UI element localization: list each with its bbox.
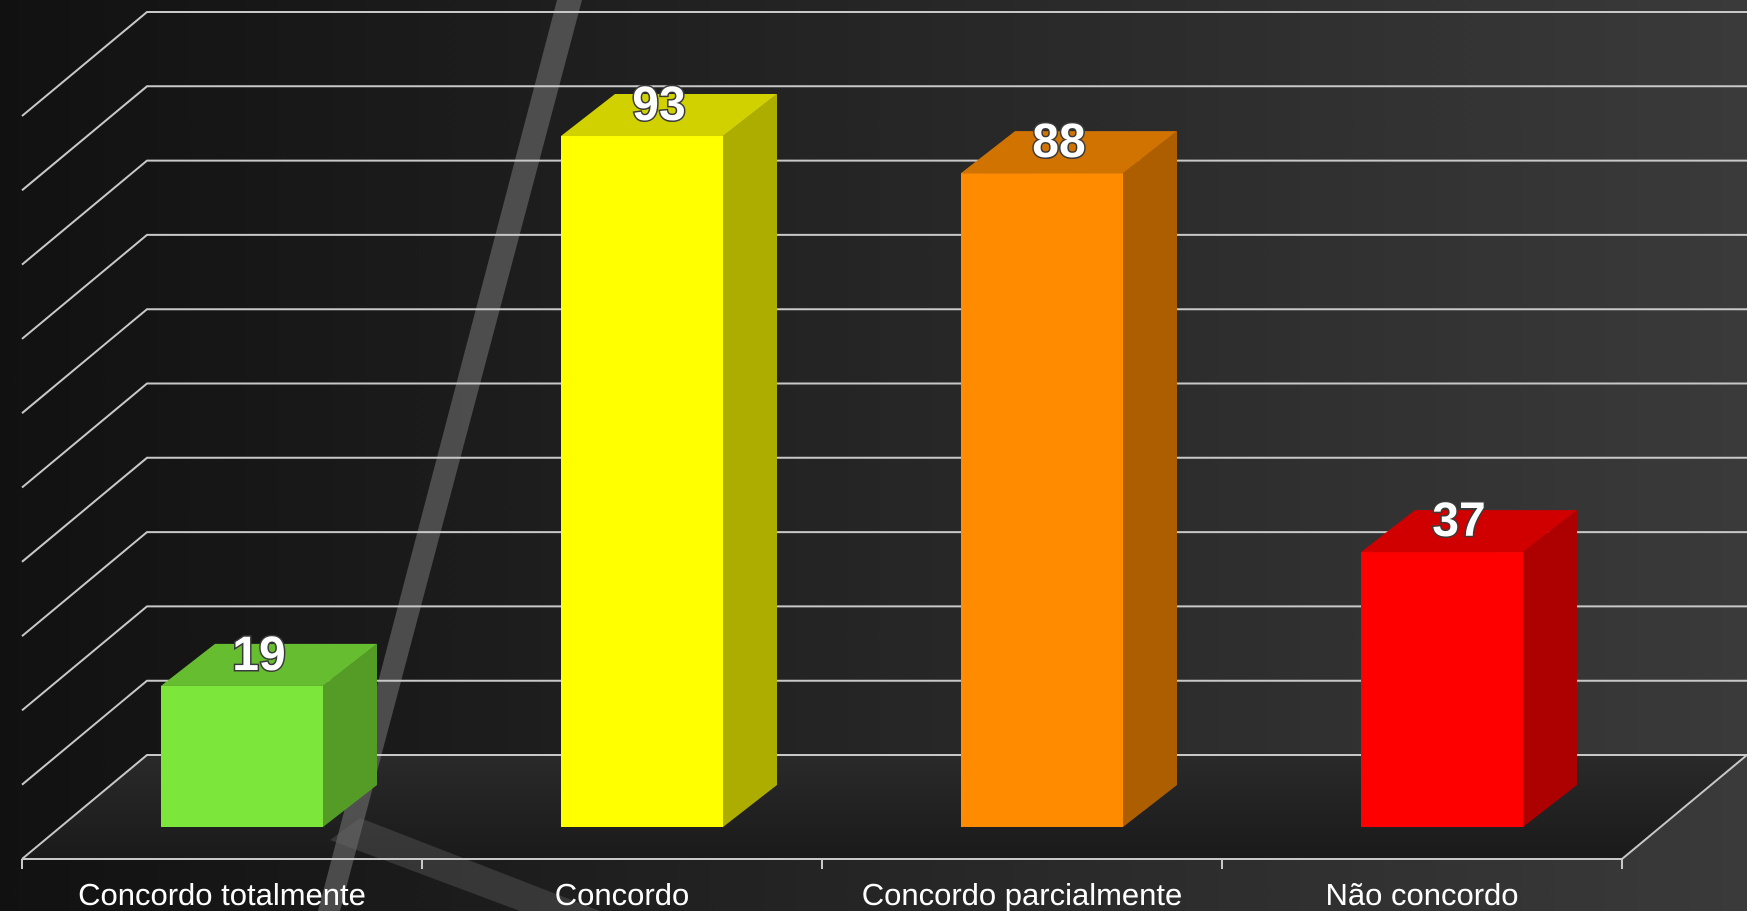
gridline xyxy=(21,308,1747,414)
data-labels: 19 93 88 37 xyxy=(231,77,1487,683)
bar-1 xyxy=(161,643,377,827)
chart-floor xyxy=(22,755,1747,859)
gridline xyxy=(21,754,1747,860)
bar-3 xyxy=(961,131,1177,827)
light-streak-floor xyxy=(330,818,600,911)
bar-front xyxy=(561,136,723,827)
bar-top xyxy=(961,131,1177,174)
x-tick-label: Concordo totalmente xyxy=(78,877,366,911)
x-tick-label: Concordo parcialmente xyxy=(862,877,1183,911)
x-tick-label: Não concordo xyxy=(1325,877,1518,911)
gridline xyxy=(21,382,1747,489)
bar-side xyxy=(323,643,377,827)
bar-4 xyxy=(1361,510,1577,827)
gridline xyxy=(21,679,1747,786)
data-label: 37 xyxy=(1432,494,1485,547)
bar-front xyxy=(961,173,1123,827)
gridline xyxy=(21,456,1747,563)
bar-top xyxy=(561,94,777,137)
data-label: 88 xyxy=(1032,115,1085,168)
gridline xyxy=(21,11,1747,117)
gridline xyxy=(21,531,1747,637)
gridlines xyxy=(21,11,1747,860)
bar-front xyxy=(161,685,323,827)
gridline xyxy=(21,85,1747,192)
floor-edge xyxy=(1621,754,1747,860)
x-tick-labels: Concordo totalmente Concordo Concordo parc… xyxy=(78,877,1518,911)
x-axis xyxy=(21,754,1747,869)
gridline xyxy=(21,159,1747,266)
gridline xyxy=(21,233,1747,340)
bar-side xyxy=(1523,510,1577,827)
bar-top xyxy=(161,643,377,686)
bar-side xyxy=(1123,131,1177,827)
gridline xyxy=(21,605,1747,712)
bars xyxy=(161,94,1577,827)
light-streak xyxy=(318,0,582,911)
bar-2 xyxy=(561,94,777,827)
data-label: 19 xyxy=(232,628,285,681)
x-tick-label: Concordo xyxy=(555,877,689,911)
bar-front xyxy=(1361,552,1523,827)
data-label: 93 xyxy=(632,78,685,131)
bar-top xyxy=(1361,510,1577,553)
bar-side xyxy=(723,94,777,827)
